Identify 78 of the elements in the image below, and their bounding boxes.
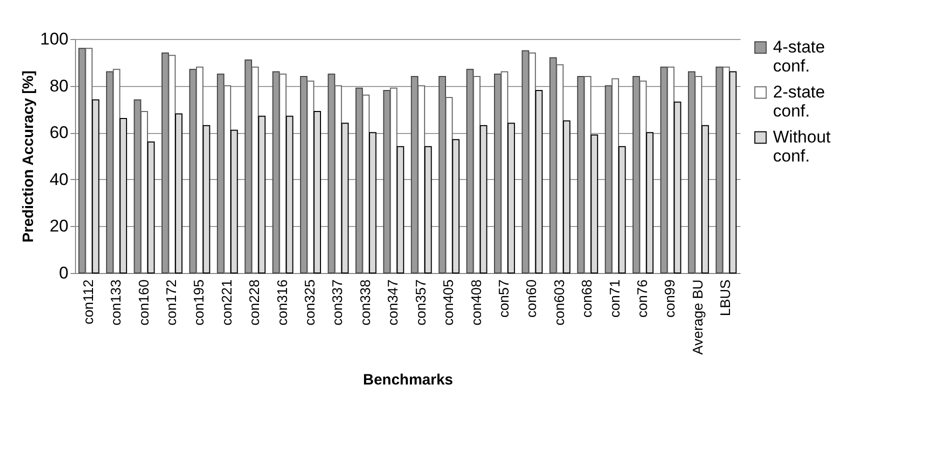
x-tick-label: con68 <box>578 279 595 318</box>
bar <box>314 111 321 274</box>
bar <box>480 125 488 274</box>
x-tick-label: con228 <box>246 279 262 326</box>
x-tick-label: con603 <box>550 279 567 326</box>
bar <box>729 71 737 274</box>
x-tick-label: con195 <box>190 279 207 326</box>
bar <box>556 64 564 274</box>
bar <box>418 85 426 274</box>
x-tick-label: con357 <box>412 279 428 326</box>
y-axis-title: Prediction Accuracy [%] <box>20 70 38 242</box>
bar <box>390 88 398 274</box>
x-tick-label: con57 <box>495 279 512 318</box>
bar <box>612 78 620 274</box>
bar <box>230 130 238 274</box>
legend-label: 4-state conf. <box>773 38 825 76</box>
bar <box>85 48 93 274</box>
bar <box>175 113 182 274</box>
bar <box>473 76 480 274</box>
bar <box>112 68 120 274</box>
y-tick-label: 0 <box>59 264 68 282</box>
x-tick-label: con76 <box>634 279 650 318</box>
x-tick-label: con133 <box>108 279 124 326</box>
bar <box>535 90 543 274</box>
bar <box>334 85 342 274</box>
bar <box>251 66 259 274</box>
bar <box>120 118 128 274</box>
x-tick-label: con316 <box>274 279 290 326</box>
x-tick-label: Average BU <box>689 280 706 355</box>
y-tick-label: 40 <box>50 170 68 189</box>
bar <box>674 102 682 274</box>
x-tick-label: con112 <box>80 279 96 324</box>
x-tick-label: con60 <box>523 279 540 318</box>
bar <box>362 94 370 274</box>
bar <box>667 66 674 274</box>
x-tick-label: con99 <box>662 279 678 318</box>
x-axis-title: Benchmarks <box>362 372 454 389</box>
bar <box>202 125 210 274</box>
bar <box>341 122 349 274</box>
bar <box>590 134 598 274</box>
bar <box>396 146 404 274</box>
x-tick-label: con71 <box>606 279 622 318</box>
x-tick-label: con221 <box>218 279 234 326</box>
bar <box>196 66 204 274</box>
y-tick-label: 80 <box>50 76 68 96</box>
bar <box>508 122 515 274</box>
bar <box>528 52 536 274</box>
x-tick-label: con408 <box>468 279 484 326</box>
bar <box>452 139 460 274</box>
bar <box>368 132 376 274</box>
x-tick-label: LBUS <box>717 280 734 316</box>
bar <box>140 111 148 274</box>
bar <box>424 146 432 274</box>
x-tick-label: con347 <box>384 279 401 326</box>
bar <box>279 74 287 274</box>
y-tick-label: 100 <box>40 30 68 48</box>
bar <box>92 99 100 274</box>
y-tick-label: 60 <box>50 123 68 142</box>
y-tick-label: 20 <box>50 216 68 236</box>
bar <box>694 76 702 274</box>
bar <box>646 132 654 274</box>
bar <box>618 146 626 274</box>
bar <box>224 85 232 274</box>
bar <box>445 97 453 274</box>
bar <box>701 125 709 274</box>
x-tick-label: con172 <box>162 279 179 326</box>
x-tick-label: con160 <box>135 279 152 326</box>
bar <box>147 141 155 274</box>
bar <box>258 116 266 274</box>
x-tick-label: con338 <box>356 279 373 326</box>
bar <box>584 76 592 274</box>
legend-label: Without conf. <box>773 128 831 166</box>
x-tick-label: con405 <box>440 279 456 326</box>
x-tick-label: con325 <box>302 279 318 326</box>
legend-label: 2-state conf. <box>773 82 825 120</box>
bar <box>562 120 570 274</box>
x-tick-label: con337 <box>329 279 346 326</box>
bar <box>286 116 294 274</box>
